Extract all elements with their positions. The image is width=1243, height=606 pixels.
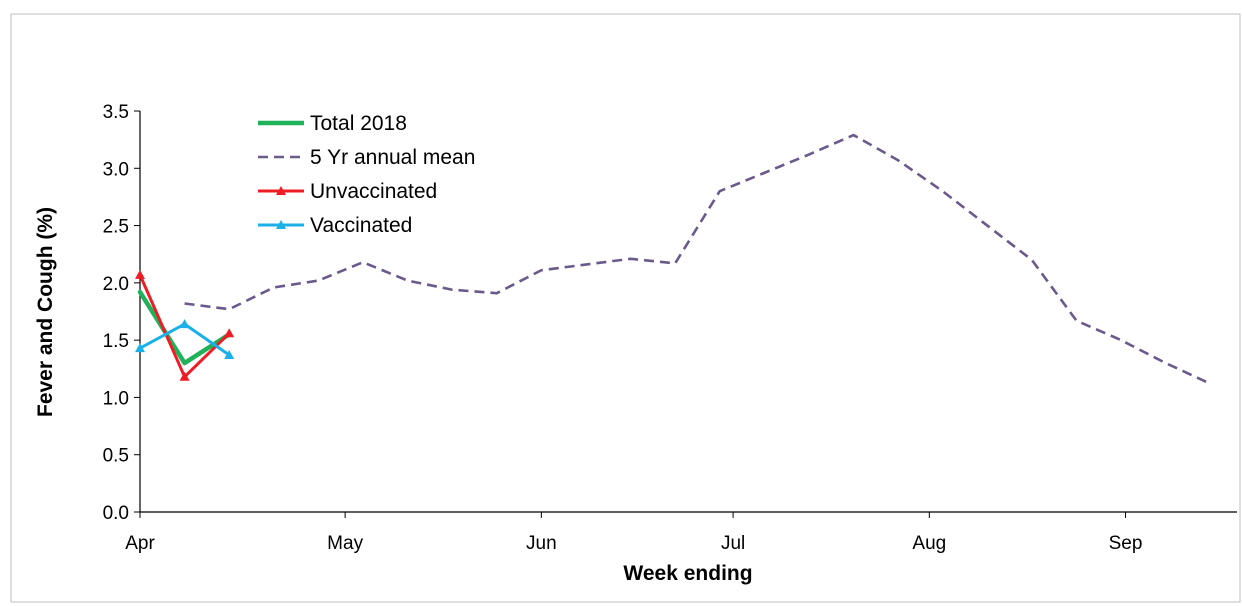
y-tick-label: 3.0 [103, 159, 129, 180]
data-point [179, 319, 190, 329]
x-axis-title: Week ending [623, 562, 752, 585]
data-point [224, 350, 235, 360]
legend-marker [276, 186, 286, 195]
legend-label: 5 Yr annual mean [310, 146, 475, 169]
data-point [135, 269, 145, 279]
x-tick-label: Aug [912, 533, 946, 554]
y-tick-label: 2.5 [103, 217, 129, 238]
x-tick-label: Jun [526, 533, 557, 554]
legend-label: Vaccinated [310, 214, 412, 237]
series-line-5-yr-annual-mean [184, 133, 1211, 385]
y-tick-label: 1.0 [103, 388, 129, 409]
legend-label: Unvaccinated [310, 180, 437, 203]
y-tick-label: 1.5 [103, 331, 129, 352]
x-tick-label: Sep [1109, 533, 1143, 554]
data-point [135, 343, 145, 353]
data-point [179, 371, 190, 381]
y-tick-label: 0.0 [103, 503, 129, 524]
legend-marker [276, 220, 286, 229]
x-tick-label: May [327, 533, 363, 554]
legend-label: Total 2018 [310, 112, 407, 135]
y-axis-title: Fever and Cough (%) [34, 207, 57, 417]
chart-border [10, 13, 1241, 603]
x-tick-label: Jul [721, 533, 745, 554]
y-tick-label: 2.0 [103, 274, 129, 295]
data-point [224, 328, 235, 338]
y-tick-label: 0.5 [103, 446, 129, 467]
y-tick-label: 3.5 [103, 102, 129, 123]
x-tick-label: Apr [125, 533, 155, 554]
